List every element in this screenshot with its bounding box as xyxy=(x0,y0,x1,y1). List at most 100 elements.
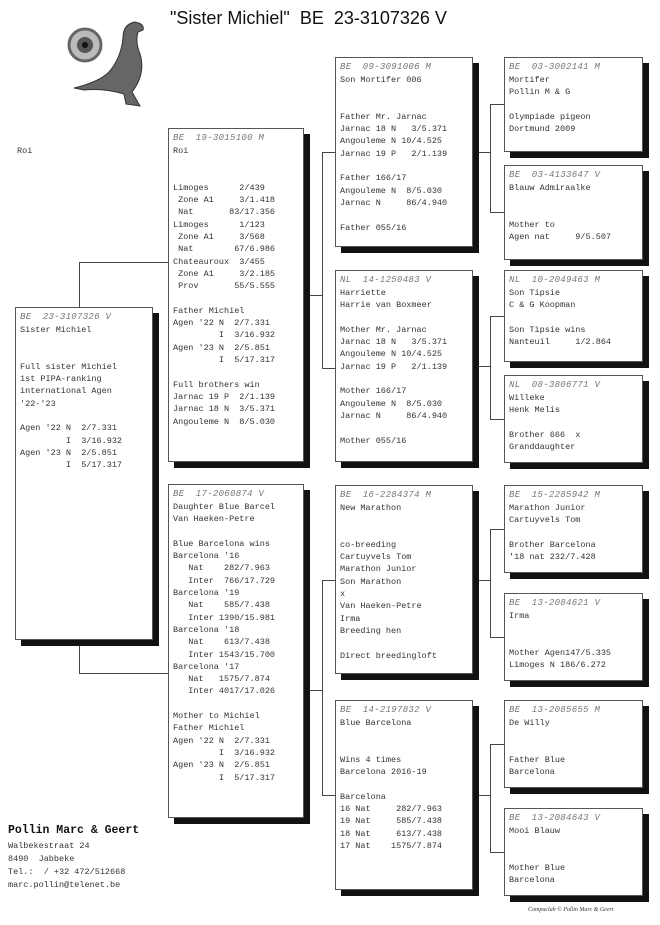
box-line: Cartuyvels Tom xyxy=(340,552,412,563)
ring-number: BE 17-2060874 V xyxy=(173,489,265,499)
box-line: Mother Blue xyxy=(509,862,566,873)
box-line: I 3/16.932 xyxy=(173,330,276,341)
box-line xyxy=(173,170,299,182)
box-line: Son Mortifer 006 xyxy=(340,75,422,85)
box-line: I 5/17.317 xyxy=(173,772,276,783)
box-line: Granddaughter xyxy=(509,442,576,453)
box-line: Henk Melis xyxy=(509,405,561,416)
box-line: Direct breedingloft xyxy=(340,650,437,661)
ring-number: BE 15-2285942 M xyxy=(509,490,601,500)
box-line: Wins 4 times xyxy=(340,754,402,765)
box-line: Barcelona '17 xyxy=(173,661,240,672)
ring-number: BE 13-2084621 V xyxy=(509,598,601,608)
pedigree-box-mfm: BE 13-2084621 V Irma Mother Agen147/5.335 L… xyxy=(504,593,643,681)
connector-line xyxy=(79,262,80,307)
box-line xyxy=(509,527,638,539)
box-line: I 5/17.317 xyxy=(173,355,276,366)
box-line: C & G Koopman xyxy=(509,300,576,311)
box-line: Son Tipsie xyxy=(509,288,561,298)
box-line: 19 Nat 585/7.438 xyxy=(340,816,443,827)
box-line: Blue Barcelona wins xyxy=(173,538,270,549)
pedigree-box-fm: NL 14-1250483 V Harriette Harrie van Boxme… xyxy=(335,270,473,462)
box-line: Limoges N 186/6.272 xyxy=(509,660,606,671)
box-line: Nat 83/17.356 xyxy=(173,207,276,218)
box-line xyxy=(340,742,468,754)
owner-block: Pollin Marc & Geert Walbekestraat 24 849… xyxy=(8,824,139,892)
box-line xyxy=(173,157,299,169)
ring-number: BE 09-3091006 M xyxy=(340,62,432,72)
box-line xyxy=(509,837,638,849)
box-line xyxy=(340,637,468,649)
box-line: Cartuyvels Tom xyxy=(509,515,581,526)
box-line xyxy=(509,742,638,754)
ring-number: BE 16-2284374 M xyxy=(340,490,432,500)
box-line: De Willy xyxy=(509,718,550,728)
connector-line xyxy=(490,104,491,212)
connector-line xyxy=(322,368,335,369)
box-line xyxy=(340,209,468,221)
box-line: Mother 055/16 xyxy=(340,435,407,446)
box-line: Agen '23 N 2/5.851 xyxy=(173,760,270,771)
connector-line xyxy=(79,262,168,263)
box-line: Nanteuil 1/2.864 xyxy=(509,337,612,348)
box-line: 17 Nat 1575/7.874 xyxy=(340,840,443,851)
box-line: New Marathon xyxy=(340,503,402,513)
box-line: Van Haeken-Petre xyxy=(173,514,255,525)
box-line: Jarnac N 86/4.940 xyxy=(340,410,448,421)
box-line: Angouleme N 8/5.030 xyxy=(340,398,443,409)
owner-email[interactable]: marc.pollin@telenet.be xyxy=(8,880,121,890)
box-line xyxy=(509,207,638,219)
box-line: Agen nat 9/5.507 xyxy=(509,232,612,243)
box-line: Nat 1575/7.874 xyxy=(173,674,270,685)
box-line: Blauw Admiraalke xyxy=(509,183,591,193)
connector-line xyxy=(490,529,504,530)
connector-line xyxy=(490,744,504,745)
ring-number: NL 14-1250483 V xyxy=(340,275,432,285)
connector-line xyxy=(322,580,323,795)
box-line: Agen '22 N 2/7.331 xyxy=(20,423,117,434)
box-line: Nat 613/7.438 xyxy=(173,637,270,648)
connector-line xyxy=(322,152,335,153)
box-line: Father Michiel xyxy=(173,305,245,316)
box-line: Father Michiel xyxy=(173,723,245,734)
left-label: Roi xyxy=(17,146,33,156)
box-line: Chateauroux 3/455 xyxy=(173,256,265,267)
box-line xyxy=(509,417,638,429)
box-line: Mother to xyxy=(509,219,555,230)
connector-line xyxy=(79,673,168,674)
box-line xyxy=(340,312,468,324)
box-line xyxy=(173,366,299,378)
owner-city: 8490 Jabbeke xyxy=(8,854,75,864)
box-line: Barcelona '16 xyxy=(173,551,240,562)
box-line: Zone A1 3/1.418 xyxy=(173,195,276,206)
pigeon-icon xyxy=(73,21,144,107)
pedigree-box-ff: BE 09-3091006 M Son Mortifer 006 Father Mr… xyxy=(335,57,473,247)
connector-line xyxy=(310,690,322,691)
connector-line xyxy=(322,795,335,796)
box-line xyxy=(20,349,148,361)
box-line xyxy=(20,336,148,348)
pedigree-box-subject: BE 23-3107326 V Sister Michiel Full sister… xyxy=(15,307,153,640)
pedigree-box-fmm: NL 08-3806771 V Willeke Henk Melis Brother … xyxy=(504,375,643,463)
owner-name: Pollin Marc & Geert xyxy=(8,824,140,837)
box-line: Harrie van Boxmeer xyxy=(340,300,432,311)
box-line xyxy=(340,99,468,111)
connector-line xyxy=(490,104,504,105)
connector-line xyxy=(490,852,504,853)
box-line: co-breeding xyxy=(340,539,397,550)
box-line xyxy=(340,514,468,526)
box-line: 16 Nat 282/7.963 xyxy=(340,804,443,815)
box-line: Breeding hen xyxy=(340,625,402,636)
ring-number: BE 13-2085655 M xyxy=(509,705,601,715)
box-line: Angouleme N 8/5.030 xyxy=(340,185,443,196)
box-line: Full sister Michiel xyxy=(20,361,117,372)
box-line: Marathon Junior xyxy=(509,503,586,513)
box-line: international Agen xyxy=(20,386,112,397)
box-line xyxy=(340,373,468,385)
box-line: Mother Mr. Jarnac xyxy=(340,324,427,335)
box-line: Angouleme N 10/4.525 xyxy=(340,349,443,360)
box-line: Pollin M & G xyxy=(509,87,571,98)
box-line xyxy=(340,778,468,790)
connector-line xyxy=(490,316,491,419)
box-line: Nat 282/7.963 xyxy=(173,563,270,574)
